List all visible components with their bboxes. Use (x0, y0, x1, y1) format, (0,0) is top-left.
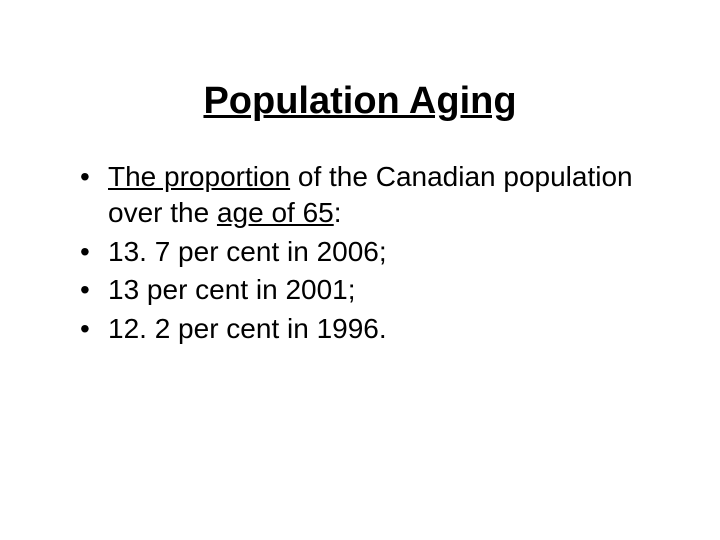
bullet-text-segment: 13 per cent in 2001; (108, 274, 356, 305)
bullet-text-segment: 12. 2 per cent in 1996. (108, 313, 387, 344)
bullet-item: The proportion of the Canadian populatio… (80, 159, 660, 232)
bullet-list: The proportion of the Canadian populatio… (60, 159, 660, 347)
slide-title: Population Aging (60, 80, 660, 123)
bullet-item: 12. 2 per cent in 1996. (80, 311, 660, 347)
bullet-item: 13. 7 per cent in 2006; (80, 234, 660, 270)
bullet-text-segment: : (334, 197, 342, 228)
bullet-text-segment: 13. 7 per cent in 2006; (108, 236, 387, 267)
bullet-text-segment: age of 65 (217, 197, 334, 228)
bullet-text-segment: The proportion (108, 161, 290, 192)
bullet-item: 13 per cent in 2001; (80, 272, 660, 308)
